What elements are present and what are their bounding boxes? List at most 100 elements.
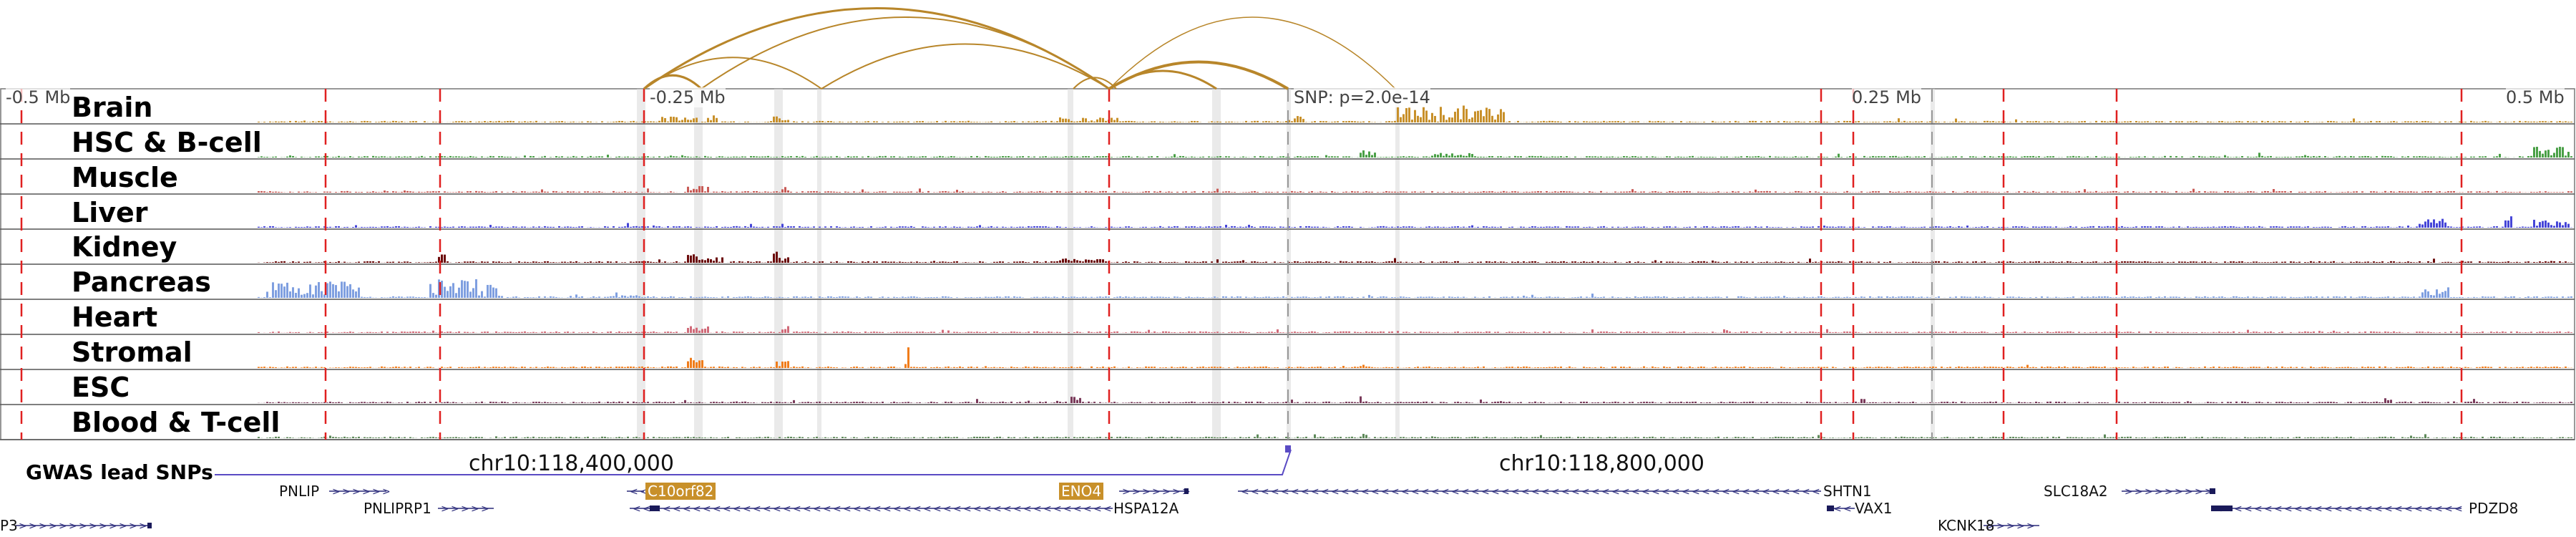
- signal-bar: [1909, 296, 1911, 298]
- signal-bar: [2550, 296, 2552, 298]
- signal-bar: [392, 296, 394, 298]
- signal-bar: [1921, 226, 1923, 228]
- signal-bar: [2416, 262, 2418, 263]
- signal-bar: [1918, 261, 1920, 263]
- signal-bar: [492, 156, 494, 158]
- signal-bar: [730, 261, 732, 263]
- signal-bar: [987, 296, 990, 298]
- signal-bar: [1168, 191, 1170, 193]
- signal-bar: [1508, 121, 1511, 122]
- signal-bar: [2058, 121, 2060, 122]
- signal-bar: [2224, 155, 2226, 158]
- signal-bar: [472, 156, 474, 158]
- signal-bar: [398, 226, 400, 228]
- signal-bar: [2233, 226, 2235, 228]
- signal-bar: [1508, 192, 1511, 193]
- signal-bar: [2439, 221, 2441, 228]
- signal-bar: [1079, 120, 1081, 122]
- signal-bar: [2158, 296, 2160, 298]
- signal-bar: [578, 191, 580, 193]
- signal-bar: [2172, 261, 2175, 263]
- signal-bar: [2141, 226, 2143, 228]
- signal-bar: [627, 223, 629, 228]
- signal-bar: [1620, 157, 1622, 158]
- signal-bar: [572, 155, 575, 158]
- signal-bar: [1314, 121, 1316, 122]
- signal-bar: [1726, 192, 1728, 193]
- signal-bar: [2253, 121, 2255, 122]
- signal-bar: [386, 261, 389, 263]
- signal-bar: [295, 157, 297, 158]
- signal-bar: [1059, 117, 1061, 122]
- signal-bar: [1929, 121, 1931, 122]
- signal-bar: [1769, 155, 1771, 158]
- signal-bar: [1477, 110, 1479, 122]
- signal-bar: [312, 121, 314, 122]
- signal-bar: [624, 296, 626, 298]
- signal-bar: [2318, 227, 2321, 228]
- signal-bar: [1795, 156, 1797, 158]
- signal-bar: [1640, 262, 1642, 263]
- signal-bar: [1657, 120, 1659, 122]
- signal-bar: [1918, 296, 1920, 298]
- signal-bar: [2258, 226, 2260, 228]
- signal-bar: [1863, 296, 1865, 298]
- signal-bar: [1013, 227, 1015, 228]
- signal-bar: [495, 190, 497, 193]
- signal-bar: [796, 192, 798, 193]
- signal-bar: [1909, 262, 1911, 263]
- signal-bar: [1125, 191, 1127, 193]
- signal-bar: [1866, 192, 1868, 193]
- signal-bar: [1955, 296, 1957, 298]
- signal-bar: [1666, 296, 1668, 298]
- signal-bar: [2456, 297, 2458, 298]
- signal-bar: [2190, 191, 2192, 193]
- signal-bar: [386, 332, 389, 333]
- signal-bar: [687, 226, 689, 228]
- signal-bar: [1325, 261, 1327, 263]
- signal-bar: [1397, 107, 1399, 122]
- signal-bar: [1792, 261, 1794, 263]
- signal-bar: [1763, 262, 1765, 263]
- signal-bar: [2092, 192, 2094, 193]
- signal-bar: [2238, 157, 2240, 158]
- signal-bar: [1597, 226, 1599, 228]
- signal-bar: [1334, 192, 1336, 193]
- signal-bar: [272, 156, 274, 158]
- signal-bar: [2015, 226, 2017, 228]
- signal-bar: [541, 262, 543, 263]
- signal-bar: [801, 296, 804, 298]
- signal-bar: [2490, 192, 2492, 193]
- signal-bar: [1617, 192, 1619, 193]
- signal-bar: [956, 226, 958, 228]
- signal-bar: [1053, 156, 1055, 158]
- signal-bar: [346, 190, 348, 193]
- signal-bar: [1912, 192, 1914, 193]
- signal-bar: [1637, 261, 1639, 263]
- signal-bar: [2504, 220, 2507, 228]
- signal-bar: [930, 297, 932, 298]
- signal-bar: [1394, 120, 1396, 122]
- signal-bar: [481, 226, 483, 228]
- signal-bar: [1623, 156, 1625, 158]
- signal-bar: [1649, 120, 1651, 122]
- signal-bar: [1139, 262, 1141, 263]
- signal-bar: [2218, 121, 2220, 122]
- signal-bar: [2301, 156, 2303, 158]
- signal-bar: [1849, 226, 1851, 228]
- signal-bar: [467, 157, 469, 158]
- signal-bar: [870, 226, 872, 228]
- signal-bar: [621, 262, 623, 263]
- signal-bar: [721, 226, 723, 228]
- signal-bar: [1342, 261, 1345, 263]
- signal-bar: [2224, 261, 2226, 263]
- signal-bar: [793, 261, 795, 263]
- signal-bar: [707, 117, 709, 122]
- signal-bar: [1755, 189, 1757, 193]
- signal-bar: [1191, 120, 1193, 122]
- signal-bar: [1065, 296, 1067, 298]
- signal-bar: [658, 156, 660, 158]
- signal-bar: [2338, 227, 2341, 228]
- signal-bar: [1998, 192, 2000, 193]
- signal-bar: [2401, 262, 2404, 263]
